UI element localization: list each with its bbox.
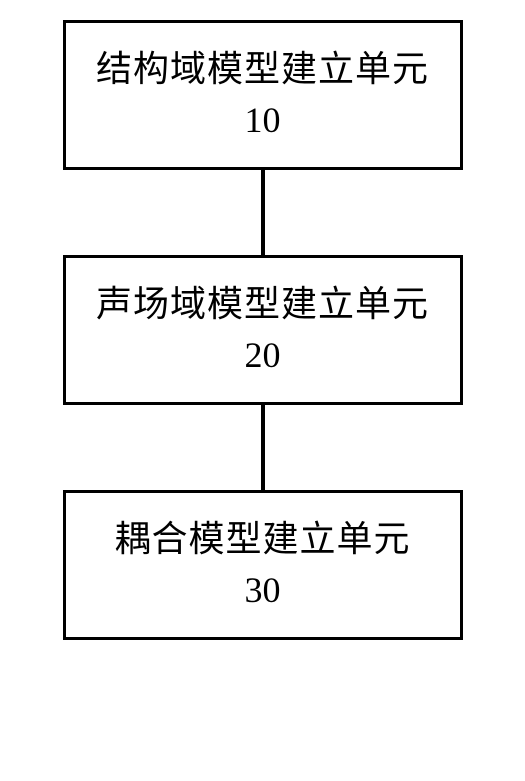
node-2-number: 20 <box>245 332 281 379</box>
node-3-label: 耦合模型建立单元 <box>114 516 410 563</box>
node-1-number: 10 <box>245 97 281 144</box>
node-1-label: 结构域模型建立单元 <box>96 46 429 93</box>
flowchart-container: 结构域模型建立单元 10 声场域模型建立单元 20 耦合模型建立单元 30 <box>63 20 463 640</box>
node-3: 耦合模型建立单元 30 <box>63 490 463 640</box>
node-2: 声场域模型建立单元 20 <box>63 255 463 405</box>
node-2-label: 声场域模型建立单元 <box>96 281 429 328</box>
edge-1-2 <box>261 170 265 255</box>
node-3-number: 30 <box>245 567 281 614</box>
edge-2-3 <box>261 405 265 490</box>
node-1: 结构域模型建立单元 10 <box>63 20 463 170</box>
